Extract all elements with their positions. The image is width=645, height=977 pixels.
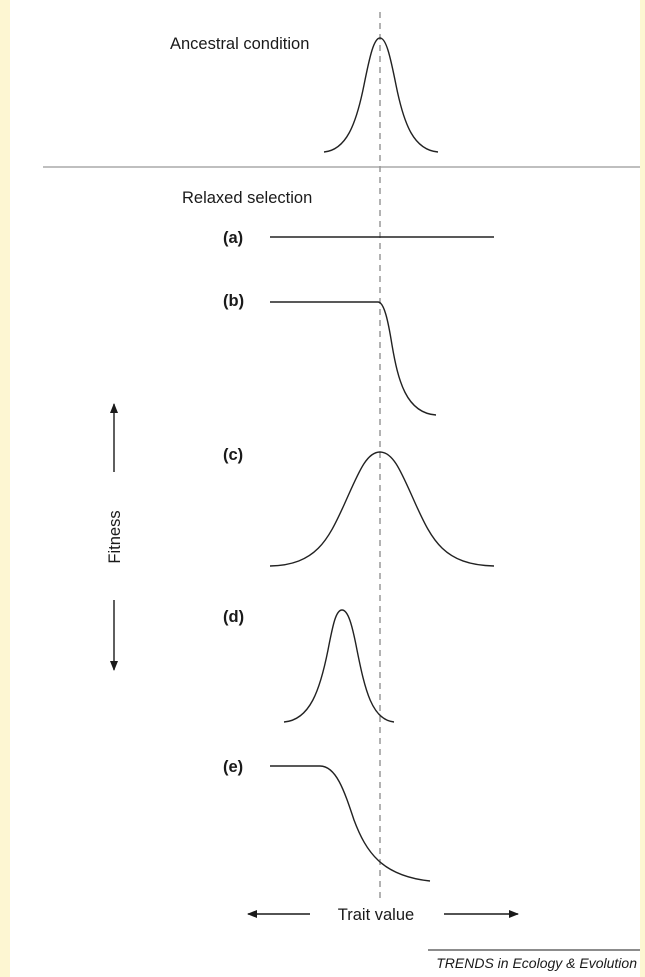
figure-panel: Ancestral condition Relaxed selection (a…	[10, 0, 640, 977]
panel-b-label: (b)	[223, 292, 244, 310]
journal-credit: TRENDS in Ecology & Evolution	[436, 955, 637, 971]
panel-e-fitness-curve	[270, 765, 431, 882]
panel-d-fitness-curve	[283, 609, 395, 723]
panel-e-label: (e)	[223, 758, 243, 776]
fitness-axis-label: Fitness	[106, 510, 124, 563]
panel-c-fitness-curve	[269, 451, 495, 567]
ancestral-condition-label: Ancestral condition	[170, 35, 309, 53]
panel-c-label: (c)	[223, 446, 243, 464]
trait-value-axis-label: Trait value	[338, 906, 414, 924]
panel-d-label: (d)	[223, 608, 244, 626]
relaxed-selection-label: Relaxed selection	[182, 189, 312, 207]
diagram-canvas: Ancestral condition Relaxed selection (a…	[43, 12, 640, 971]
panel-a-label: (a)	[223, 229, 243, 247]
ancestral-fitness-curve	[323, 37, 439, 153]
panel-b-fitness-curve	[270, 301, 437, 416]
